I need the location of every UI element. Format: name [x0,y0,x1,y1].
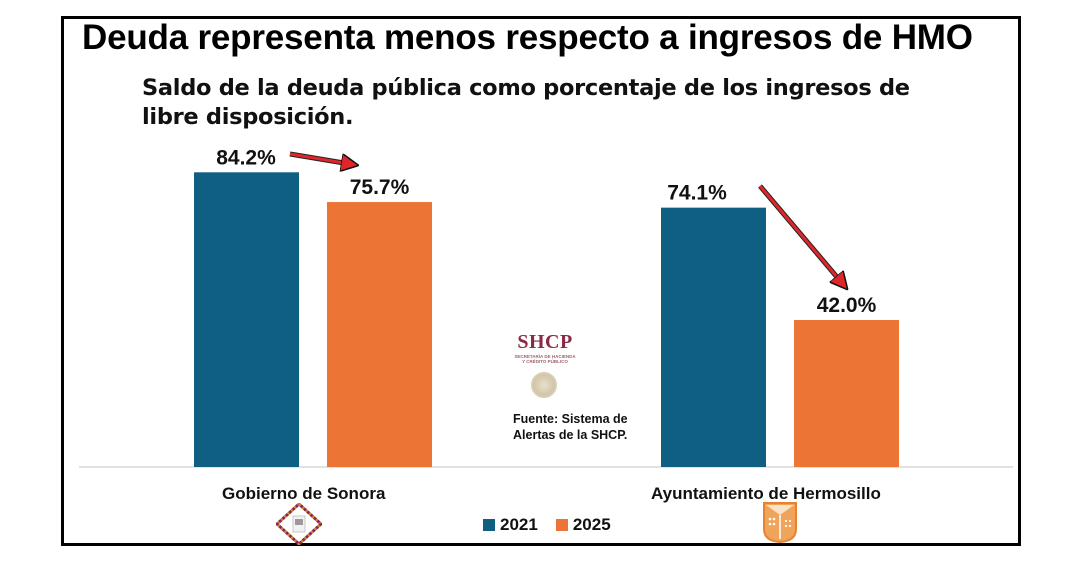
bar-2025-hermosillo [794,320,899,467]
shcp-logo: SHCP SECRETARÍA DE HACIENDA Y CRÉDITO PÚ… [510,331,580,364]
shcp-logo-subtext-2: Y CRÉDITO PÚBLICO [522,359,568,364]
chart-legend: 2021 2025 [483,515,621,535]
legend-label-2025: 2025 [572,515,611,534]
trend-arrow-hermosillo [758,185,842,283]
mexico-seal-icon [531,372,557,398]
trend-arrow-sonora [289,152,350,164]
gobierno-sonora-logo-icon [276,503,322,545]
data-label-2025-hermosillo: 42.0% [817,294,877,317]
legend-swatch-2025 [555,519,568,531]
legend-label-2021: 2021 [500,515,538,534]
hermosillo-coat-of-arms-icon [763,502,797,543]
data-label-2021-hermosillo: 74.1% [667,182,727,205]
category-label-sonora: Gobierno de Sonora [222,484,386,503]
bar-2021-sonora [194,172,299,468]
data-label-2025-sonora: 75.7% [350,176,410,199]
bar-2025-sonora [327,202,432,468]
chart-subtitle: Saldo de la deuda pública como porcentaj… [142,75,910,130]
legend-swatch-2021 [483,519,495,531]
legend-item-2025: 2025 [555,515,611,535]
source-line-1: Fuente: Sistema de [513,412,628,426]
bar-2021-hermosillo [661,207,766,467]
source-note: Fuente: Sistema de Alertas de la SHCP. [513,411,628,443]
legend-item-2021: 2021 [483,515,538,535]
category-label-hermosillo: Ayuntamiento de Hermosillo [651,484,881,503]
shcp-logo-subtext-1: SECRETARÍA DE HACIENDA [514,354,576,359]
chart-title: Deuda representa menos respecto a ingres… [82,18,973,57]
data-label-2021-sonora: 84.2% [216,146,276,169]
shcp-logo-text: SHCP [517,331,573,353]
source-line-2: Alertas de la SHCP. [513,428,628,442]
